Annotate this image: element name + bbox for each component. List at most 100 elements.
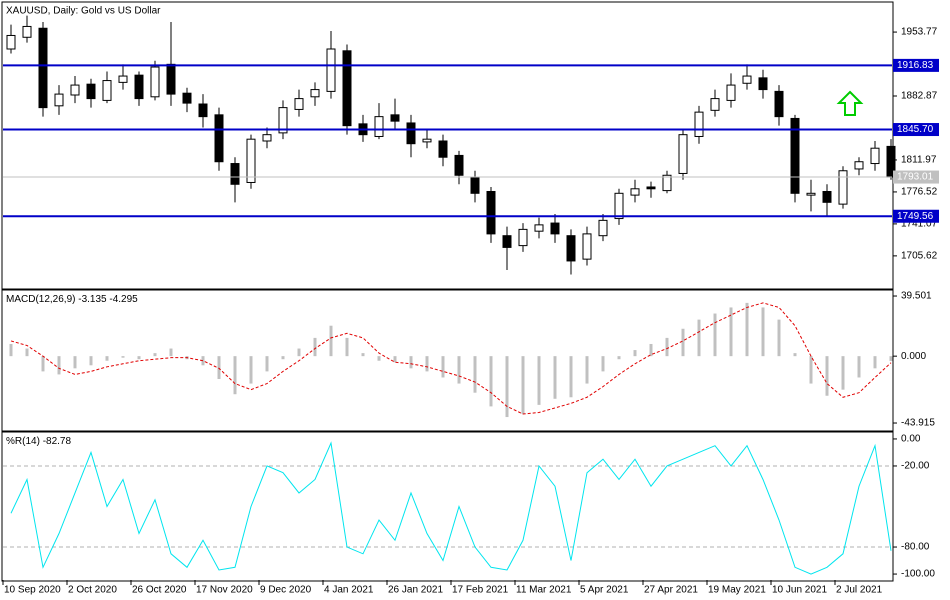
x-tick-label: 17 Feb 2021 [452,585,509,596]
x-tick-label: 2 Oct 2020 [68,585,117,596]
candle-body [582,233,592,260]
candle-body [758,77,768,91]
pane-frame [1,1,894,290]
y-tick-label: 1776.52 [901,187,938,198]
candle-body [278,107,288,134]
chart-title: XAUUSD, Daily: Gold vs US Dollar [6,6,161,17]
pane-frame [1,289,894,432]
level-label: 1916.83 [897,60,934,71]
candle-body [566,235,576,262]
candle-body [6,34,16,50]
candle-body [630,188,640,196]
x-tick-label: 10 Sep 2020 [4,585,61,596]
candle-body [598,219,608,237]
candle-body [742,75,752,84]
x-tick-label: 5 Apr 2021 [580,585,629,596]
y-tick-label: 1741.07 [901,219,938,230]
candle-body [662,174,672,192]
candle-body [454,154,464,176]
x-tick-label: 17 Nov 2020 [196,585,253,596]
x-tick-label: 26 Jan 2021 [388,585,443,596]
candle-body [54,93,64,107]
indicator-value: -4.295 [109,294,138,305]
signal-line [10,302,892,415]
candle-body [502,235,512,248]
candle-body [118,75,128,83]
candle-body [870,147,880,165]
candle-body [406,122,416,145]
y-tick-label: 1705.62 [901,251,938,262]
candle-body [550,222,560,235]
candle-body [70,84,80,96]
candle-body [774,90,784,118]
x-tick-label: 9 Dec 2020 [260,585,312,596]
y-tick-label: 1953.77 [901,27,938,38]
candle-body [710,98,720,111]
current-price-label: 1793.01 [897,172,934,183]
candle-body [854,161,864,170]
y-tick-label: -80.00 [901,542,930,553]
candle-body [838,170,848,205]
candle-body [150,66,160,98]
candle-body [374,116,384,137]
y-tick-label: -20.00 [901,461,930,472]
candle-body [694,111,704,137]
candle-body [614,192,624,220]
pane-frame [1,431,894,582]
level-label-bg [893,123,939,137]
indicator-value: -82.78 [43,436,72,447]
y-tick-label: 0.000 [901,351,926,362]
candle-body [134,74,144,100]
williams-r-line [10,441,892,575]
level-label: 1845.70 [897,124,934,135]
candle-body [470,176,480,194]
candle-body [790,117,800,194]
candle-body [438,140,448,158]
x-tick-label: 26 Oct 2020 [132,585,187,596]
current-price-bg [893,170,939,184]
y-tick-label: -43.915 [901,418,935,429]
candle-body [246,138,256,183]
x-tick-label: 4 Jan 2021 [324,585,374,596]
candle-body [390,114,400,122]
indicator-name: %R(14) [6,436,40,447]
candle-body [518,228,528,247]
level-label: 1749.56 [897,211,934,222]
candle-body [22,25,32,38]
level-label-bg [893,209,939,223]
candle-body [262,134,272,142]
candle-body [214,114,224,163]
y-tick-label: 0.00 [901,434,921,445]
x-tick-label: 2 Jul 2021 [836,585,883,596]
candle-body [486,190,496,235]
candle-body [294,98,304,110]
candle-body [182,92,192,104]
up-arrow [836,90,864,116]
candle-body [310,89,320,98]
candle-body [822,190,832,203]
level-label-bg [893,58,939,72]
y-tick-label: -100.00 [901,569,935,580]
x-tick-label: 10 Jun 2021 [772,585,827,596]
candle-body [342,50,352,127]
indicator-title: %R(14) -82.78 [6,436,71,447]
candle-body [198,103,208,118]
candle-body [726,84,736,101]
candle-body [806,192,816,196]
candle-body [86,83,96,100]
y-tick-label: 1882.87 [901,91,938,102]
candle-body [166,63,176,95]
candle-body [422,138,432,143]
indicator-title: MACD(12,26,9) -3.135 -4.295 [6,294,138,305]
y-tick-label: 1811.97 [901,155,937,166]
candle-body [646,186,656,190]
x-tick-label: 11 Mar 2021 [516,585,572,596]
indicator-name: MACD(12,26,9) [6,294,75,305]
x-tick-label: 19 May 2021 [708,585,766,596]
indicator-value: -3.135 [78,294,107,305]
candle-body [38,27,48,109]
candle-body [230,163,240,185]
candle-body [534,224,544,232]
